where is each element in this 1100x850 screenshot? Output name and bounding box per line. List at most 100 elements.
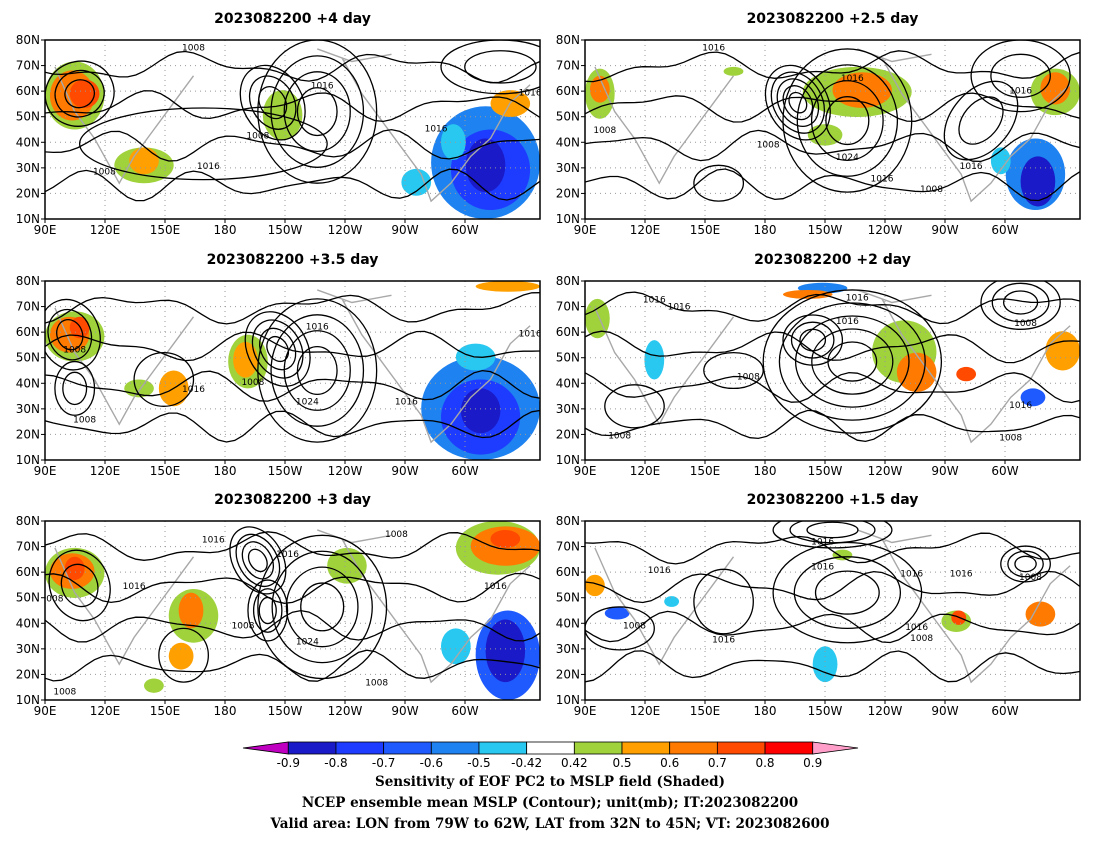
contour-label: 1016 [519, 329, 542, 339]
contour-loop-4-2-5 [827, 341, 878, 382]
contour-loop-1-5-1 [440, 40, 540, 95]
y-tick-label: 20N [556, 186, 580, 200]
y-tick-label: 70N [16, 540, 40, 554]
colorbar-tick-label: -0.7 [372, 756, 395, 770]
x-tick-label: 90E [574, 704, 597, 718]
x-tick-label: 150E [690, 223, 721, 237]
contour-label: 008 [46, 595, 63, 605]
contour-loop-6-3-2 [1007, 550, 1044, 578]
y-tick-label: 60N [556, 325, 580, 339]
y-tick-label: 30N [16, 642, 40, 656]
x-tick-label: 180 [214, 704, 237, 718]
contour-loop-3-4-1 [133, 351, 195, 407]
x-tick-label: 120W [868, 704, 903, 718]
contour-label: 1016 [960, 162, 983, 172]
contour-loop-4-1-2 [790, 321, 835, 359]
shading-4-6 [956, 366, 977, 382]
contour-loop-4-5-1 [703, 351, 764, 390]
shading-6-3 [812, 646, 838, 683]
coastline-1 [54, 48, 531, 203]
y-tick-label: 70N [16, 59, 40, 73]
contour-label: 1008 [920, 185, 943, 195]
x-tick-label: 120E [90, 704, 121, 718]
contour-label: 1008 [365, 679, 388, 689]
contour-1-4 [45, 168, 540, 202]
panel-5: 1016 1008 1016 008 1008 1016 1024 1016 1008 1008 9… [16, 492, 541, 718]
x-tick-label: 150W [808, 704, 843, 718]
contour-loop-1-3-2 [270, 55, 365, 168]
colorbar-tick-label: -0.42 [511, 756, 542, 770]
contour-loop-6-2-2 [789, 521, 876, 544]
y-tick-label: 80N [556, 514, 580, 528]
caption-line-2: NCEP ensemble mean MSLP (Contour); unit(… [301, 795, 799, 811]
contour-loop-4-2-1 [762, 289, 943, 434]
shading-5-14 [144, 678, 164, 693]
panel-frame-1 [44, 39, 541, 220]
contour-5-2 [45, 572, 540, 604]
y-tick-label: 80N [16, 33, 40, 47]
contour-label: 1016 [1009, 87, 1032, 97]
contour-label: 1008 [63, 346, 86, 356]
contour-label: 1016 [950, 569, 973, 579]
x-tick-label: 150W [808, 464, 843, 478]
contour-loop-6-3-3 [1014, 555, 1037, 573]
y-tick-label: 40N [556, 376, 580, 390]
x-tick-label: 90W [391, 464, 418, 478]
panel-title: 2023082200 +1.5 day [747, 492, 919, 508]
contour-loop-3-3-2 [270, 314, 365, 427]
contour-loop-5-4-1 [48, 549, 111, 622]
x-tick-label: 90E [574, 223, 597, 237]
contour-loop-4-2-4 [811, 328, 894, 395]
contour-label: 1016 [648, 566, 671, 576]
y-tick-label: 10N [16, 693, 40, 707]
contour-loop-6-5-1 [693, 568, 754, 635]
x-tick-label: 120E [630, 223, 661, 237]
y-tick-label: 60N [16, 325, 40, 339]
y-tick-label: 80N [556, 33, 580, 47]
contour-5-1 [45, 531, 540, 561]
x-tick-label: 60W [451, 704, 478, 718]
shading-2-7 [1040, 72, 1071, 105]
y-tick-label: 30N [16, 402, 40, 416]
contour-loop-5-4-2 [60, 563, 99, 608]
x-tick-label: 180 [214, 464, 237, 478]
shading-5-7 [327, 547, 367, 584]
contour-loop-4-3-3 [1002, 290, 1039, 315]
x-tick-label: 120E [630, 704, 661, 718]
shading-5-6 [168, 642, 194, 670]
y-tick-label: 80N [556, 274, 580, 288]
contour-loop-5-2-3 [258, 596, 277, 625]
x-tick-label: 120E [90, 223, 121, 237]
contour-loop-5-1-2 [235, 533, 281, 587]
contour-label: 1016 [712, 636, 735, 646]
contour-label: 1016 [197, 162, 220, 172]
contour-label: 1008 [1019, 573, 1042, 583]
x-tick-label: 180 [754, 464, 777, 478]
contour-label: 1008 [737, 372, 760, 382]
contour-label: 1016 [1009, 401, 1032, 411]
shading-4-5 [896, 352, 937, 392]
x-tick-label: 90E [34, 464, 57, 478]
x-tick-label: 150E [150, 223, 181, 237]
caption-line-1: Sensitivity of EOF PC2 to MSLP field (Sh… [374, 774, 726, 790]
contour-5-4 [45, 649, 540, 682]
y-tick-label: 30N [556, 161, 580, 175]
y-tick-label: 70N [556, 59, 580, 73]
contour-loop-6-3-1 [1000, 545, 1051, 583]
y-tick-label: 30N [556, 642, 580, 656]
x-tick-label: 90W [931, 223, 958, 237]
contour-loop-4-1-1 [782, 314, 844, 366]
contour-1-3 [45, 128, 540, 162]
colorbar-tick-label: 0.42 [561, 756, 588, 770]
contour-3-1 [45, 292, 540, 325]
contour-loop-3-3-3 [283, 330, 351, 411]
x-tick-label: 150E [690, 464, 721, 478]
y-tick-label: 50N [16, 351, 40, 365]
contour-label: 1008 [593, 126, 616, 136]
contour-label: 1008 [232, 621, 255, 631]
y-tick-label: 10N [16, 212, 40, 226]
contour-label: 1008 [385, 530, 408, 540]
